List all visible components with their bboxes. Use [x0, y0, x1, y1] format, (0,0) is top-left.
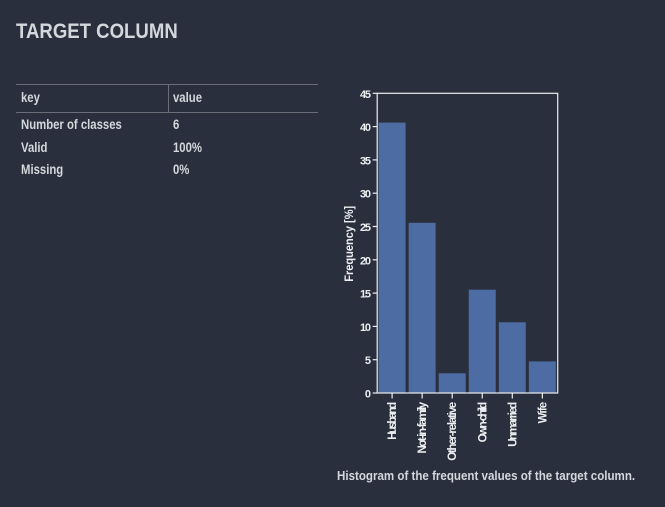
- svg-text:45: 45: [360, 89, 371, 101]
- svg-text:30: 30: [360, 189, 371, 201]
- svg-text:35: 35: [360, 155, 371, 167]
- svg-text:Wife: Wife: [537, 402, 549, 424]
- svg-text:10: 10: [360, 322, 371, 334]
- svg-text:Husband: Husband: [387, 402, 399, 440]
- svg-text:20: 20: [360, 255, 371, 267]
- svg-text:Other-relative: Other-relative: [447, 402, 459, 461]
- svg-text:Own-child: Own-child: [477, 402, 489, 443]
- svg-text:15: 15: [360, 289, 371, 301]
- svg-text:25: 25: [360, 222, 371, 234]
- svg-text:40: 40: [360, 122, 371, 134]
- svg-text:Unmarried: Unmarried: [507, 402, 519, 447]
- svg-text:Not-in-family: Not-in-family: [417, 401, 429, 453]
- svg-text:0: 0: [365, 389, 371, 401]
- svg-text:5: 5: [365, 355, 371, 367]
- svg-text:Frequency [%]: Frequency [%]: [342, 206, 356, 282]
